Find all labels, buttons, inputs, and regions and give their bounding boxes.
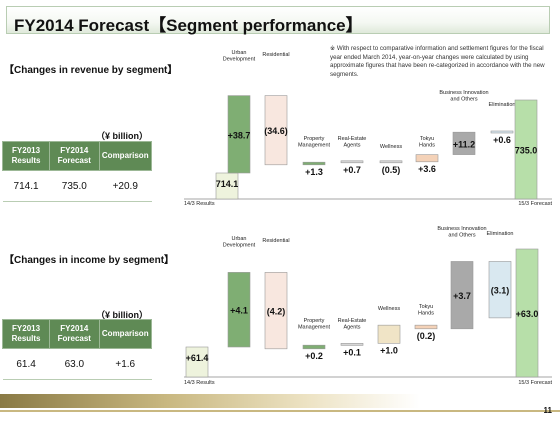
header-label: Comparison [101,151,149,160]
table-header: FY2014 Forecast [49,319,100,349]
category-label: 14/3 Results [184,201,215,207]
category-label: Wellness [380,144,402,150]
header-label: FY2014 Forecast [57,146,91,165]
table-cell: 714.1 [2,170,50,202]
table-cell: +20.9 [99,170,152,202]
chart-bar [227,95,251,174]
data-label: (0.2) [417,331,436,341]
chart-bar [185,346,209,378]
table-header: FY2013 Results [1,141,51,171]
chart-bar [452,131,476,155]
data-label: 714.1 [216,179,239,189]
header-label: Comparison [101,329,149,338]
category-label: Urban Development [223,50,256,63]
table-header: Comparison [98,141,152,171]
income-section-label: 【Changes in income by segment】 [4,255,175,266]
category-label: Elimination [487,231,514,237]
data-label: +38.7 [228,130,251,140]
data-label: +3.6 [418,164,436,174]
category-label: Business Innovation and Others [439,90,488,103]
data-label: (34.6) [264,126,288,136]
chart-bar [514,99,538,200]
category-label: Residential [262,52,289,58]
data-label: 735.0 [515,146,538,156]
table-cell: +1.6 [99,348,152,380]
category-label: Real-Estate Agents [338,318,367,331]
category-label: Urban Development [223,236,256,249]
income-unit-label: （¥ billion） [96,310,149,320]
data-label: (3.1) [491,286,510,296]
chart-bar [264,272,288,350]
footer-bar [0,394,560,408]
data-label: +61.4 [186,353,209,363]
category-label: Tokyu Hands [419,136,435,149]
income-summary-table: FY2013 Results FY2014 Forecast Compariso… [1,319,152,380]
chart-bar [302,161,326,166]
chart-bar [377,324,401,344]
table-header: FY2014 Forecast [49,141,100,171]
category-label: Wellness [378,306,400,312]
header-label: FY2013 Results [11,146,41,165]
revenue-section-label: 【Changes in revenue by segment】 [4,65,178,76]
data-label: +0.1 [343,347,361,357]
category-label: 15/3 Forecast [518,201,552,207]
revenue-summary-table: FY2013 Results FY2014 Forecast Compariso… [1,141,152,202]
table-cell: 63.0 [49,348,99,380]
page-title: FY2014 Forecast【Segment performance】 [14,16,363,35]
footnote: ※ With respect to comparative informatio… [330,45,545,78]
table-cell: 735.0 [49,170,99,202]
data-label: (0.5) [382,165,401,175]
chart-bar [227,272,251,348]
chart-bar [340,160,364,164]
chart-bar [415,154,439,163]
revenue-unit-label: （¥ billion） [96,131,149,141]
data-label: +1.0 [380,345,398,355]
chart-bar [340,343,364,346]
category-label: Property Management [298,136,331,149]
chart-bar [490,130,514,134]
header-label: FY2013 Results [11,324,41,343]
data-label: +0.2 [305,351,323,361]
category-label: 14/3 Results [184,380,215,386]
chart-bar [302,344,326,350]
data-label: +4.1 [230,306,248,316]
header-label: FY2014 Forecast [57,324,91,343]
category-label: Residential [262,238,289,244]
chart-bar [488,261,512,319]
data-label: (4.2) [267,307,286,317]
category-label: Business Innovation and Others [437,226,486,239]
category-label: Tokyu Hands [418,304,434,317]
table-header: Comparison [98,319,152,349]
data-label: +3.7 [453,291,471,301]
category-label: Property Management [298,318,331,331]
chart-bar [215,172,239,200]
title-box [6,6,550,34]
chart-bar [379,160,403,164]
data-label: +0.6 [493,135,511,145]
chart-bar [450,261,474,330]
page-number: 11 [543,406,552,415]
category-label: 15/3 Forecast [518,380,552,386]
data-label: +11.2 [453,139,475,149]
chart-bar [515,248,539,378]
data-label: +63.0 [516,309,539,319]
chart-bar [264,95,288,166]
data-label: +1.3 [305,167,323,177]
chart-bar [414,324,438,330]
table-row: 714.1 735.0 +20.9 [2,170,152,202]
table-cell: 61.4 [2,348,50,380]
table-row: 61.4 63.0 +1.6 [2,348,152,380]
data-label: +0.7 [343,165,361,175]
category-label: Real-Estate Agents [338,136,367,149]
category-label: Elimination [489,102,516,108]
footer-line [0,410,560,412]
